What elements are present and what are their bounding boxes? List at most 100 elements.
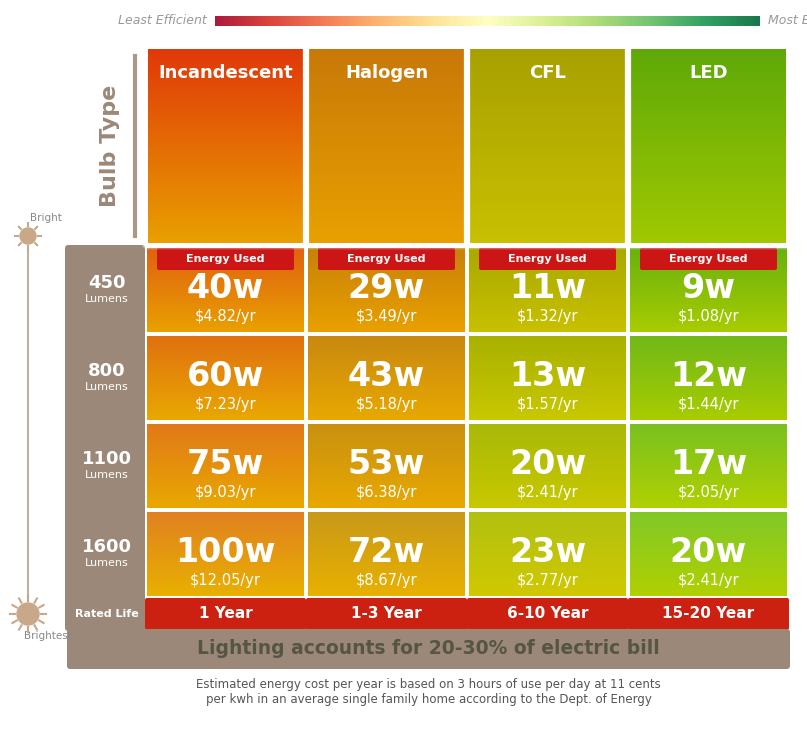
Bar	[308, 522, 465, 523]
Bar	[309, 83, 464, 86]
Bar	[630, 562, 787, 563]
Bar	[308, 442, 465, 443]
Bar	[631, 120, 786, 123]
Bar	[147, 572, 304, 573]
Bar	[147, 381, 304, 382]
Bar	[470, 82, 625, 84]
Bar	[630, 443, 787, 444]
Bar	[308, 578, 465, 579]
Bar	[147, 340, 304, 341]
Bar	[147, 490, 304, 491]
Bar	[147, 270, 304, 272]
Bar	[630, 549, 787, 551]
Bar	[308, 403, 465, 405]
Bar	[630, 401, 787, 403]
Bar	[308, 341, 465, 342]
Bar	[308, 503, 465, 504]
Bar	[470, 153, 625, 156]
Bar	[308, 311, 465, 313]
Bar	[630, 302, 787, 303]
Bar	[308, 372, 465, 373]
Bar	[308, 392, 465, 393]
Bar	[308, 294, 465, 295]
Bar	[308, 471, 465, 473]
Bar	[630, 523, 787, 524]
Bar	[147, 403, 304, 405]
Bar	[147, 551, 304, 552]
Bar	[308, 585, 465, 587]
Bar	[469, 445, 626, 446]
Bar	[148, 132, 303, 135]
Bar	[147, 529, 304, 531]
Bar	[630, 487, 787, 489]
Bar	[147, 546, 304, 548]
Bar	[308, 260, 465, 261]
Bar	[308, 280, 465, 282]
Bar	[470, 229, 625, 231]
Bar	[148, 217, 303, 220]
Bar	[308, 397, 465, 398]
Bar	[147, 386, 304, 387]
Bar	[147, 296, 304, 297]
Bar	[470, 141, 625, 144]
Bar	[309, 68, 464, 71]
Bar	[630, 312, 787, 314]
Bar	[469, 254, 626, 255]
Bar	[308, 569, 465, 570]
Bar	[147, 282, 304, 283]
Bar	[630, 506, 787, 508]
Bar	[630, 347, 787, 349]
Bar	[147, 371, 304, 372]
Bar	[631, 99, 786, 102]
Bar	[308, 294, 465, 296]
Bar	[469, 594, 626, 595]
Bar	[630, 410, 787, 411]
Bar	[308, 342, 465, 343]
Bar	[631, 208, 786, 210]
Bar	[469, 302, 626, 303]
Bar	[630, 554, 787, 556]
Bar	[630, 361, 787, 362]
Bar	[148, 204, 303, 206]
Bar	[469, 247, 626, 249]
Bar	[469, 408, 626, 410]
Bar	[630, 591, 787, 592]
Bar	[148, 58, 303, 60]
Bar	[469, 391, 626, 392]
Bar	[469, 269, 626, 270]
Bar	[147, 527, 304, 528]
Bar	[309, 62, 464, 65]
Bar	[147, 292, 304, 294]
Bar	[631, 101, 786, 103]
Bar	[470, 110, 625, 113]
Bar	[470, 120, 625, 123]
Bar	[147, 450, 304, 451]
Bar	[308, 576, 465, 577]
Bar	[469, 323, 626, 325]
Bar	[631, 109, 786, 111]
Bar	[631, 76, 786, 78]
Bar	[147, 517, 304, 518]
Bar	[308, 307, 465, 308]
Bar	[630, 344, 787, 346]
Bar	[469, 589, 626, 590]
Bar	[147, 258, 304, 259]
Bar	[309, 149, 464, 152]
Bar	[308, 499, 465, 500]
Text: LED: LED	[689, 64, 728, 82]
Bar	[470, 77, 625, 80]
Bar	[469, 352, 626, 353]
Bar	[469, 373, 626, 375]
Bar	[147, 328, 304, 330]
Bar	[309, 66, 464, 68]
Bar	[631, 95, 786, 97]
Bar	[630, 257, 787, 258]
Bar	[630, 274, 787, 275]
Bar	[308, 310, 465, 311]
Bar	[309, 177, 464, 179]
Text: 15-20 Year: 15-20 Year	[663, 606, 755, 621]
Bar	[630, 397, 787, 398]
Bar	[147, 419, 304, 420]
Bar	[469, 390, 626, 392]
Bar	[630, 555, 787, 556]
